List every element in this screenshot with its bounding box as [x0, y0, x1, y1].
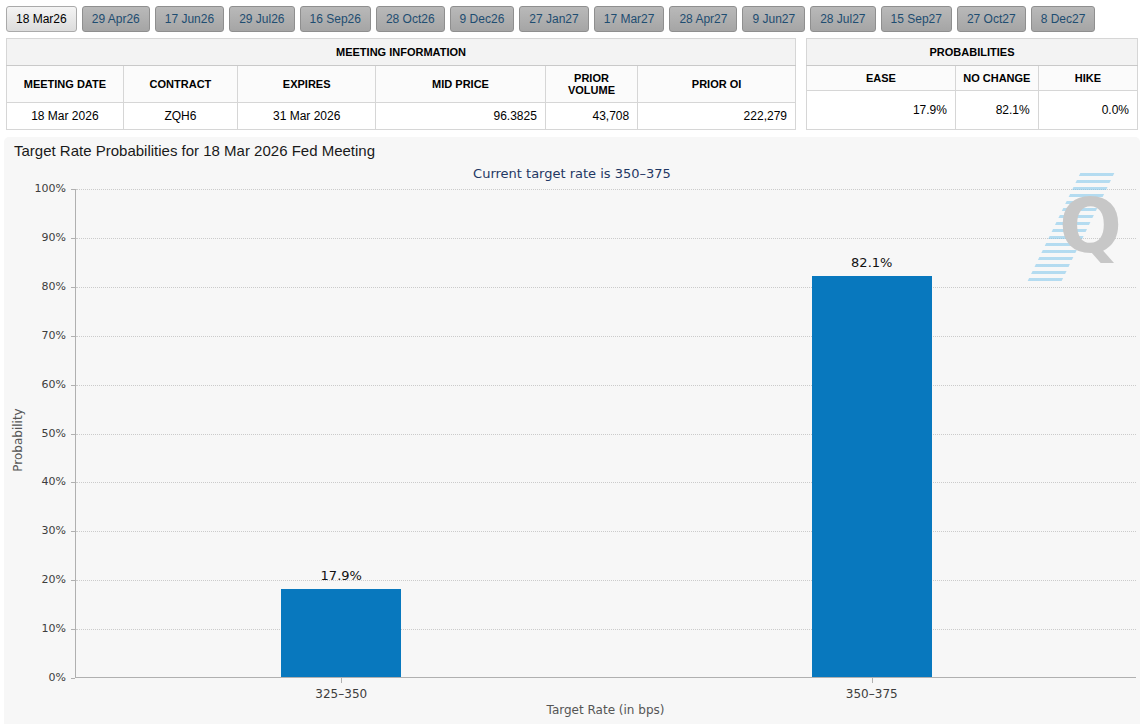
meeting-tab-17-jun26[interactable]: 17 Jun26 — [155, 6, 224, 32]
y-tick-label-100: 100% — [4, 182, 66, 195]
meeting-tab-18-mar26[interactable]: 18 Mar26 — [6, 6, 77, 32]
info-tables-row: MEETING INFORMATIONMEETING DATECONTRACTE… — [0, 38, 1144, 130]
meeting-info-header-prior-oi: PRIOR OI — [638, 66, 796, 103]
y-tick-label-60: 60% — [4, 378, 66, 391]
y-tick-label-30: 30% — [4, 524, 66, 537]
y-tick-mark-80 — [71, 287, 75, 288]
quikstrike-watermark: Q — [1040, 181, 1126, 273]
gridline-10 — [76, 629, 1136, 630]
y-tick-mark-100 — [71, 189, 75, 190]
y-tick-label-20: 20% — [4, 573, 66, 586]
y-tick-label-0: 0% — [4, 671, 66, 684]
y-tick-label-10: 10% — [4, 622, 66, 635]
gridline-90 — [76, 238, 1136, 239]
meeting-info-header-contract: CONTRACT — [123, 66, 237, 103]
probabilities-header-no-change: NO CHANGE — [955, 66, 1038, 91]
meeting-tab-9-dec26[interactable]: 9 Dec26 — [450, 6, 515, 32]
meeting-tab-28-oct26[interactable]: 28 Oct26 — [376, 6, 445, 32]
probabilities-title: PROBABILITIES — [807, 39, 1138, 66]
meeting-information-table: MEETING INFORMATIONMEETING DATECONTRACTE… — [6, 38, 796, 130]
meeting-info-header-expires: EXPIRES — [238, 66, 376, 103]
meeting-tab-27-jan27[interactable]: 27 Jan27 — [519, 6, 588, 32]
meeting-info-title: MEETING INFORMATION — [7, 39, 796, 66]
meeting-tab-29-apr26[interactable]: 29 Apr26 — [82, 6, 150, 32]
gridline-40 — [76, 482, 1136, 483]
bar-350-375[interactable] — [812, 276, 932, 677]
meeting-info-cell: 222,279 — [638, 103, 796, 130]
gridline-30 — [76, 531, 1136, 532]
meeting-info-cell: 31 Mar 2026 — [238, 103, 376, 130]
fedwatch-page: 18 Mar2629 Apr2617 Jun2629 Jul2616 Sep26… — [0, 0, 1144, 724]
bar-value-label: 17.9% — [281, 568, 401, 583]
plot-area: 17.9%325–35082.1%350–375 — [75, 189, 1136, 678]
y-tick-mark-90 — [71, 238, 75, 239]
gridline-80 — [76, 287, 1136, 288]
meeting-info-row: 18 Mar 2026ZQH631 Mar 202696.382543,7082… — [7, 103, 796, 130]
y-tick-label-40: 40% — [4, 475, 66, 488]
chart-title: Target Rate Probabilities for 18 Mar 202… — [14, 142, 375, 159]
probabilities-cell: 0.0% — [1038, 91, 1137, 130]
y-tick-label-80: 80% — [4, 280, 66, 293]
probabilities-header-ease: EASE — [807, 66, 956, 91]
gridline-20 — [76, 580, 1136, 581]
bar-325-350[interactable] — [281, 589, 401, 677]
meeting-info-header-mid-price: MID PRICE — [376, 66, 546, 103]
probabilities-cell: 82.1% — [955, 91, 1038, 130]
meeting-info-cell: 18 Mar 2026 — [7, 103, 124, 130]
probabilities-row: 17.9%82.1%0.0% — [807, 91, 1138, 130]
hamburger-menu-icon[interactable] — [1104, 146, 1124, 162]
meeting-tab-28-apr27[interactable]: 28 Apr27 — [669, 6, 737, 32]
x-tick-mark — [872, 678, 873, 683]
meeting-tab-17-mar27[interactable]: 17 Mar27 — [594, 6, 665, 32]
watermark-q-letter: Q — [1059, 189, 1122, 263]
gridline-60 — [76, 385, 1136, 386]
probabilities-header-hike: HIKE — [1038, 66, 1137, 91]
meeting-info-header-meeting-date: MEETING DATE — [7, 66, 124, 103]
meeting-tab-28-jul27[interactable]: 28 Jul27 — [810, 6, 875, 32]
probabilities-cell: 17.9% — [807, 91, 956, 130]
meeting-info-header-prior-volume: PRIOR VOLUME — [545, 66, 637, 103]
meeting-tab-16-sep26[interactable]: 16 Sep26 — [300, 6, 371, 32]
y-tick-label-90: 90% — [4, 231, 66, 244]
y-tick-mark-60 — [71, 385, 75, 386]
gridline-50 — [76, 434, 1136, 435]
meeting-date-tabbar: 18 Mar2629 Apr2617 Jun2629 Jul2616 Sep26… — [0, 0, 1144, 37]
y-tick-mark-70 — [71, 336, 75, 337]
probabilities-table: PROBABILITIESEASENO CHANGEHIKE17.9%82.1%… — [806, 38, 1138, 130]
meeting-info-cell: ZQH6 — [123, 103, 237, 130]
meeting-info-cell: 96.3825 — [376, 103, 546, 130]
y-tick-label-70: 70% — [4, 329, 66, 342]
x-axis-title: Target Rate (in bps) — [75, 703, 1136, 717]
y-tick-label-50: 50% — [4, 427, 66, 440]
meeting-tab-29-jul26[interactable]: 29 Jul26 — [229, 6, 294, 32]
x-tick-label: 350–375 — [812, 687, 932, 701]
chart-subtitle: Current target rate is 350–375 — [4, 166, 1140, 181]
x-tick-mark — [341, 678, 342, 683]
gridline-100 — [76, 189, 1136, 190]
y-tick-mark-40 — [71, 482, 75, 483]
bar-value-label: 82.1% — [812, 255, 932, 270]
x-tick-label: 325–350 — [281, 687, 401, 701]
meeting-tab-27-oct27[interactable]: 27 Oct27 — [957, 6, 1026, 32]
chart-panel: Target Rate Probabilities for 18 Mar 202… — [4, 137, 1140, 724]
gridline-70 — [76, 336, 1136, 337]
meeting-tab-9-jun27[interactable]: 9 Jun27 — [742, 6, 805, 32]
y-tick-mark-20 — [71, 580, 75, 581]
y-tick-mark-0 — [71, 678, 75, 679]
y-tick-mark-10 — [71, 629, 75, 630]
y-tick-mark-30 — [71, 531, 75, 532]
meeting-tab-15-sep27[interactable]: 15 Sep27 — [881, 6, 952, 32]
meeting-tab-8-dec27[interactable]: 8 Dec27 — [1031, 6, 1096, 32]
y-tick-mark-50 — [71, 434, 75, 435]
meeting-info-cell: 43,708 — [545, 103, 637, 130]
